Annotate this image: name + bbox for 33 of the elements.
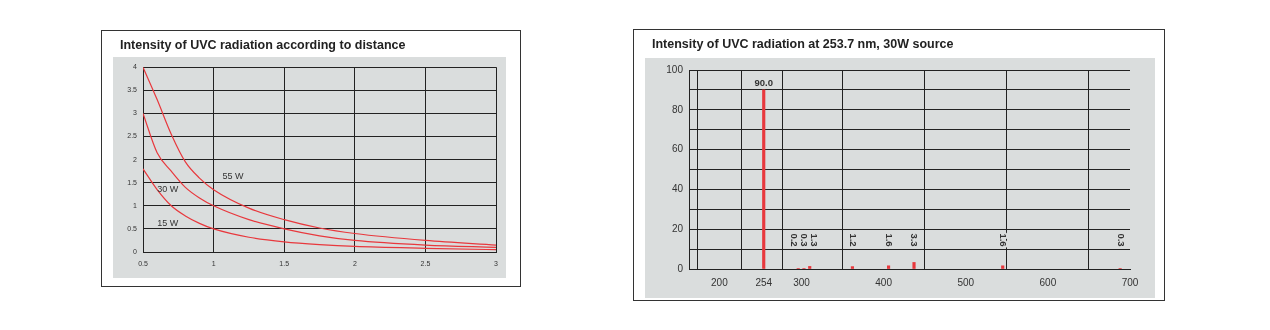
series-label: 30 W <box>157 183 179 194</box>
x-tick-label: 200 <box>711 276 729 288</box>
bar <box>762 89 766 269</box>
data-label: 1.6 <box>998 233 1010 247</box>
y-tick-label: 100 <box>666 63 684 75</box>
data-label: 0.2 <box>789 233 801 247</box>
bar <box>1001 265 1005 269</box>
chart-title: Intensity of UVC radiation according to distance <box>120 38 406 52</box>
data-label: 0.3 <box>1115 233 1127 247</box>
data-label: 1.6 <box>883 233 895 247</box>
data-label: 1.3 <box>809 233 821 247</box>
data-label: 1.2 <box>847 233 859 247</box>
data-label: 0.3 <box>799 233 811 247</box>
y-tick-label: 60 <box>671 143 684 155</box>
x-tick-label: 700 <box>1121 276 1139 288</box>
bar <box>886 265 891 269</box>
chart-title: Intensity of UVC radiation at 253.7 nm, 30W source <box>652 37 954 51</box>
series-label: 55 W <box>222 171 245 182</box>
y-tick-label: 20 <box>671 222 684 234</box>
y-tick-label: 0 <box>677 262 684 274</box>
bar <box>850 266 855 269</box>
bar <box>912 262 916 269</box>
series-label: 15 W <box>157 218 179 229</box>
y-tick-label: 80 <box>671 103 684 115</box>
x-tick-label: 500 <box>957 276 975 288</box>
bar <box>808 266 812 269</box>
y-tick-label: 40 <box>671 183 684 195</box>
x-tick-label: 600 <box>1039 276 1057 288</box>
data-label: 90.0 <box>754 76 773 88</box>
x-tick-label: 254 <box>755 276 773 288</box>
x-tick-label: 300 <box>793 276 811 288</box>
data-label: 3.3 <box>909 233 921 247</box>
x-tick-label: 400 <box>875 276 893 288</box>
